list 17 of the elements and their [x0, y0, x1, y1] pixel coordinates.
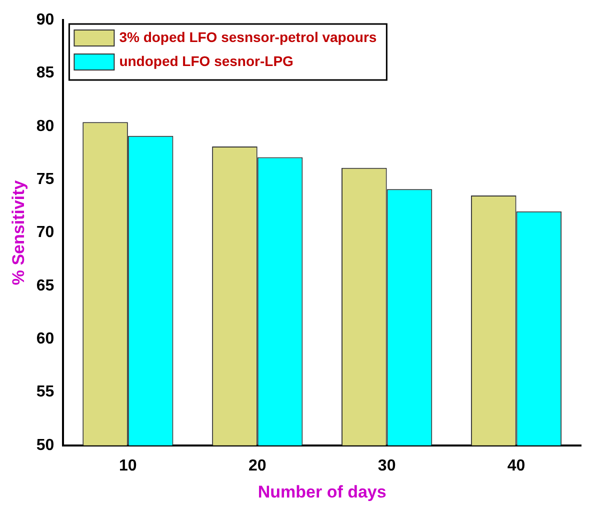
y-tick-label: 60: [36, 330, 54, 348]
y-axis-title: % Sensitivity: [8, 180, 28, 286]
y-tick-label: 75: [36, 170, 54, 188]
x-axis-title: Number of days: [258, 482, 386, 502]
y-tick-label: 65: [36, 277, 54, 294]
y-tick-label: 70: [36, 224, 54, 242]
y-tick-label: 80: [36, 118, 54, 135]
y-tick-label: 85: [36, 64, 54, 82]
x-tick-label: 30: [378, 457, 396, 474]
y-tick-label: 90: [36, 11, 54, 28]
x-tick-label: 20: [248, 457, 266, 474]
y-tick-label: 50: [36, 436, 54, 454]
x-tick-label: 40: [507, 457, 526, 474]
legend-label: undoped LFO sesnor-LPG: [119, 52, 294, 69]
x-tick-label: 10: [119, 457, 137, 474]
y-tick-label: 55: [36, 384, 54, 401]
legend-label: 3% doped LFO sesnsor-petrol vapours: [119, 28, 377, 45]
